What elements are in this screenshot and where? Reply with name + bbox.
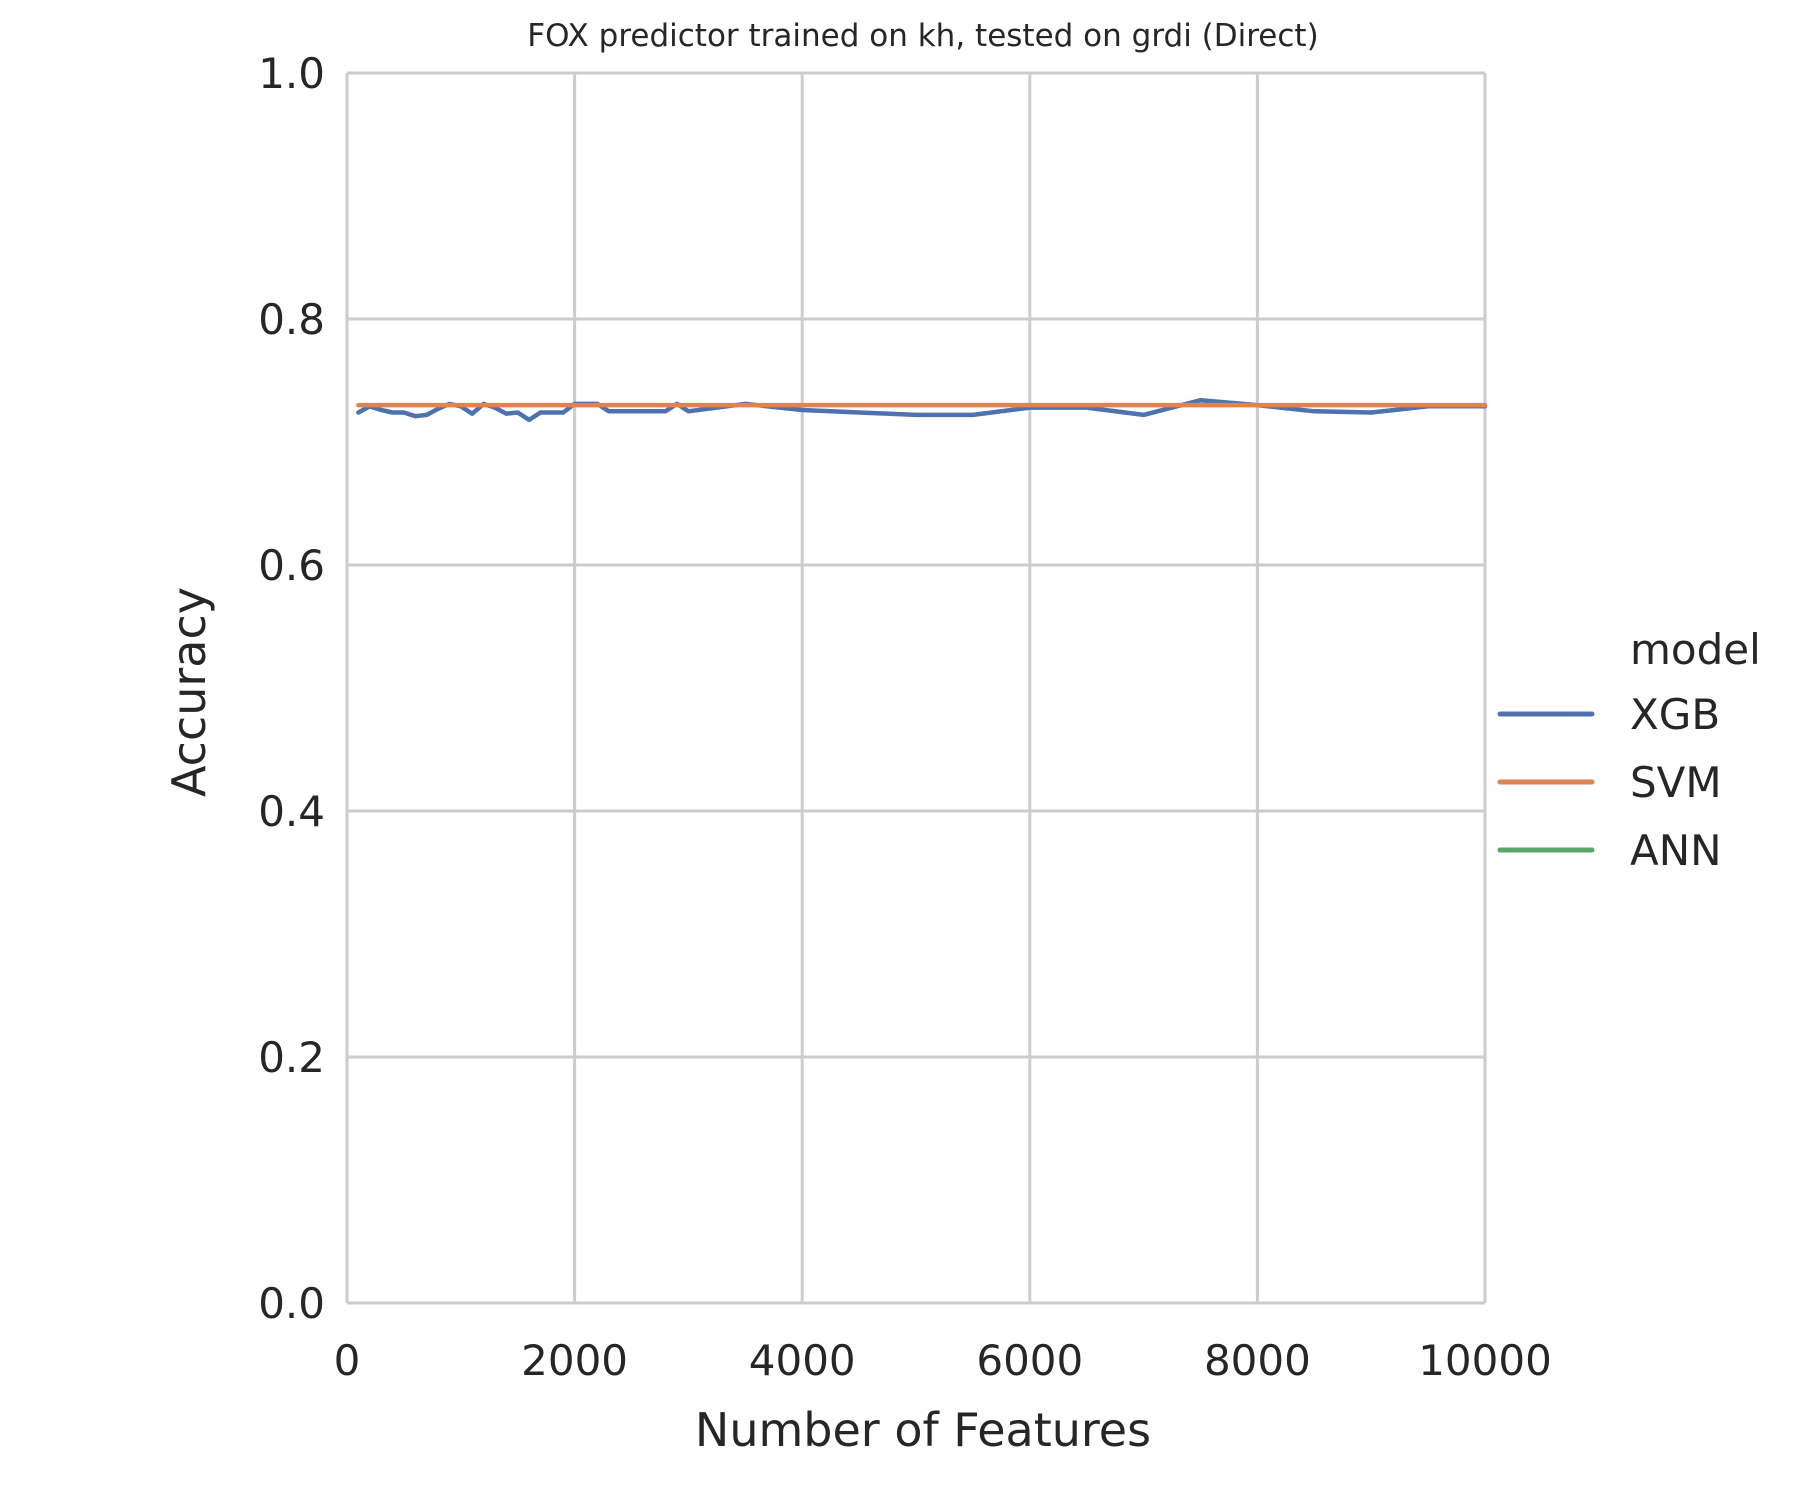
x-tick-label: 8000: [1204, 1336, 1311, 1385]
y-tick-label: 0.2: [258, 1033, 325, 1082]
y-tick-label: 0.4: [258, 787, 325, 836]
x-tick-label: 0: [334, 1336, 361, 1385]
plot-area: [356, 397, 1488, 423]
x-axis-ticks: 0 2000 4000 6000 8000 10000: [334, 1336, 1552, 1385]
y-tick-label: 0.6: [258, 541, 325, 590]
x-tick-label: 6000: [976, 1336, 1083, 1385]
x-tick-label: 2000: [521, 1336, 628, 1385]
x-tick-label: 10000: [1418, 1336, 1552, 1385]
series-line-xgb: [356, 397, 1488, 423]
axes-spines: [345, 73, 1485, 1305]
y-tick-label: 1.0: [258, 49, 325, 98]
legend: model XGB SVM ANN: [1497, 625, 1761, 875]
chart-title: FOX predictor trained on kh, tested on g…: [527, 18, 1318, 54]
x-axis-label: Number of Features: [695, 1403, 1151, 1457]
legend-label-ann: ANN: [1630, 826, 1722, 875]
legend-label-svm: SVM: [1630, 758, 1722, 807]
y-axis-ticks: 0.0 0.2 0.4 0.6 0.8 1.0: [258, 49, 325, 1328]
x-tick-label: 4000: [749, 1336, 856, 1385]
y-tick-label: 0.0: [258, 1279, 325, 1328]
legend-title: model: [1630, 625, 1761, 674]
grid: [345, 71, 1487, 1305]
legend-label-xgb: XGB: [1630, 690, 1720, 739]
y-axis-label: Accuracy: [162, 587, 216, 797]
y-tick-label: 0.8: [258, 295, 325, 344]
